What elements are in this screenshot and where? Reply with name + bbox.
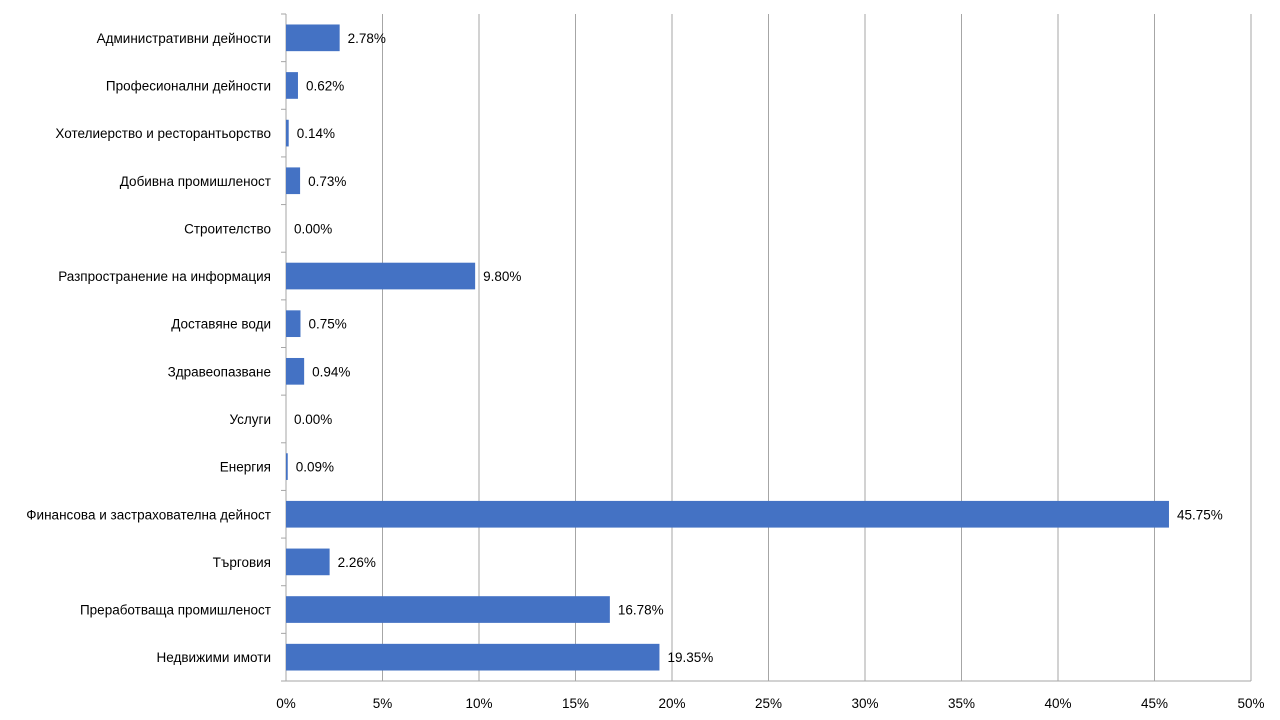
data-label: 0.00%: [294, 412, 332, 427]
bar: [286, 72, 298, 99]
category-label: Услуги: [229, 412, 271, 427]
category-label: Професионални дейности: [106, 78, 271, 93]
data-label: 0.94%: [312, 364, 350, 379]
x-tick-label: 15%: [562, 696, 589, 711]
category-label: Добивна промишленост: [120, 174, 271, 189]
bar: [286, 357, 305, 385]
data-label: 2.78%: [348, 31, 386, 46]
bar: [286, 167, 301, 195]
category-label: Административни дейности: [97, 31, 271, 46]
data-label: 0.62%: [306, 78, 344, 93]
data-label: 0.09%: [296, 460, 334, 475]
x-tick-label: 35%: [948, 696, 975, 711]
bar: [286, 453, 288, 480]
category-label: Строителство: [184, 221, 271, 236]
bar: [286, 24, 340, 52]
category-label: Разпространение на информация: [58, 269, 271, 284]
category-label: Преработваща промишленост: [80, 603, 271, 618]
x-tick-label: 25%: [755, 696, 782, 711]
x-tick-label: 20%: [658, 696, 685, 711]
data-label: 19.35%: [667, 650, 713, 665]
bar: [286, 548, 330, 576]
bar: [286, 500, 1169, 528]
x-tick-label: 40%: [1044, 696, 1071, 711]
category-label: Хотелиерство и ресторантьорство: [55, 126, 271, 141]
x-tick-label: 30%: [851, 696, 878, 711]
x-tick-label: 0%: [276, 696, 296, 711]
x-tick-label: 50%: [1237, 696, 1264, 711]
data-label: 45.75%: [1177, 507, 1223, 522]
data-label: 16.78%: [618, 603, 664, 618]
x-tick-label: 45%: [1141, 696, 1168, 711]
data-label: 0.73%: [308, 174, 346, 189]
category-label: Недвижими имоти: [157, 650, 271, 665]
category-label: Енергия: [220, 460, 271, 475]
data-label: 0.14%: [297, 126, 335, 141]
data-label: 0.00%: [294, 221, 332, 236]
bar: [286, 262, 476, 290]
data-label: 0.75%: [308, 317, 346, 332]
bar: [286, 310, 301, 338]
category-label: Здравеопазване: [168, 364, 271, 379]
x-tick-label: 5%: [373, 696, 393, 711]
bar: [286, 596, 610, 623]
bar: [286, 643, 660, 671]
bar: [286, 119, 289, 147]
category-label: Доставяне води: [171, 317, 271, 332]
category-label: Финансова и застрахователна дейност: [26, 507, 271, 522]
category-label: Търговия: [213, 555, 271, 570]
data-label: 2.26%: [338, 555, 376, 570]
data-label: 9.80%: [483, 269, 521, 284]
x-tick-label: 10%: [465, 696, 492, 711]
